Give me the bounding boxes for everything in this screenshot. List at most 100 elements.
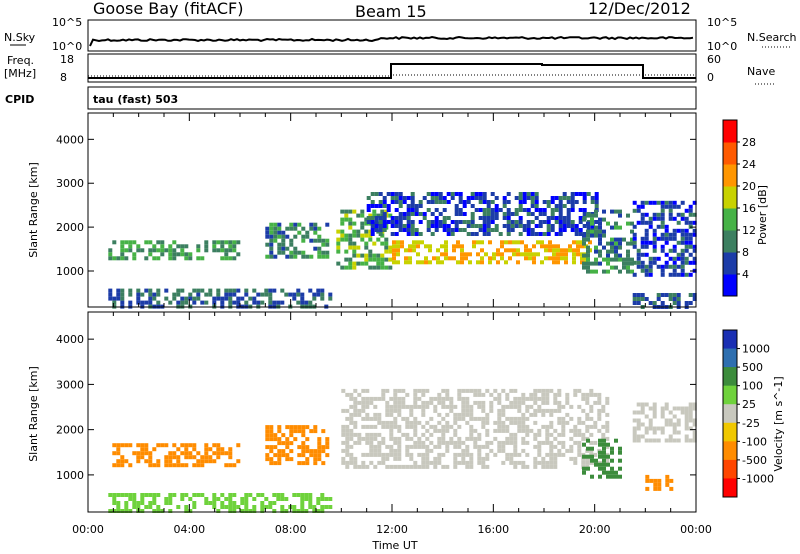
- power-cell: [340, 237, 345, 242]
- velocity-cell: [341, 424, 346, 429]
- power-cell: [462, 220, 467, 224]
- velocity-cell: [513, 440, 518, 445]
- power-cell: [594, 204, 599, 208]
- power-cell: [446, 216, 451, 220]
- velocity-cell: [684, 418, 689, 423]
- velocity-cell: [152, 501, 157, 505]
- velocity-cell: [312, 505, 317, 509]
- velocity-cell: [657, 486, 662, 491]
- velocity-cell: [501, 444, 506, 449]
- power-cell: [640, 212, 645, 217]
- power-cell: [422, 196, 427, 200]
- velocity-cell: [521, 420, 526, 425]
- velocity-cell: [692, 406, 697, 411]
- velocity-cell: [561, 444, 566, 449]
- power-cell: [676, 212, 681, 217]
- power-cell: [392, 244, 396, 249]
- power-cell: [426, 224, 431, 228]
- power-cell: [398, 220, 403, 224]
- velocity-cell: [252, 497, 257, 501]
- velocity-cell: [664, 418, 669, 423]
- velocity-cell: [320, 505, 325, 509]
- power-cell: [356, 213, 361, 218]
- power-cell: [168, 256, 173, 261]
- power-cell: [688, 204, 693, 209]
- power-cell: [598, 237, 602, 242]
- power-cell: [672, 256, 677, 261]
- power-cell: [372, 241, 377, 246]
- noise-right-tick-top: 10^5: [707, 16, 737, 29]
- power-cell: [644, 272, 649, 277]
- power-cell: [502, 216, 507, 220]
- velocity-cell: [573, 460, 578, 465]
- velocity-cell: [313, 425, 318, 430]
- power-cell: [380, 257, 385, 262]
- velocity-cell: [277, 437, 282, 442]
- power-cell: [293, 254, 298, 259]
- power-cell: [120, 256, 125, 261]
- velocity-cell: [365, 432, 370, 437]
- velocity-cell: [353, 456, 358, 461]
- velocity-cell: [192, 443, 197, 448]
- power-cell: [196, 296, 201, 301]
- power-cell: [448, 256, 452, 261]
- power-cell: [570, 228, 575, 232]
- velocity-cell: [553, 444, 558, 449]
- nave-tick-top: 60: [707, 53, 721, 66]
- velocity-cell: [469, 436, 474, 441]
- velocity-cell: [477, 388, 482, 393]
- velocity-cell: [585, 400, 590, 405]
- power-cell: [416, 252, 420, 257]
- velocity-cell: [497, 440, 502, 445]
- velocity-cell: [589, 440, 594, 445]
- velocity-cell: [525, 432, 530, 437]
- velocity-cell: [449, 440, 454, 445]
- velocity-cell: [441, 416, 446, 421]
- power-cell: [548, 256, 552, 261]
- velocity-cell: [545, 460, 550, 465]
- velocity-cell: [549, 444, 554, 449]
- velocity-cell: [192, 493, 197, 497]
- velocity-cell: [148, 459, 153, 464]
- power-cell: [618, 225, 622, 230]
- velocity-cell: [413, 460, 418, 465]
- velocity-cell: [593, 392, 598, 397]
- power-cell: [672, 272, 677, 277]
- power-cell: [297, 250, 302, 255]
- power-cell: [566, 196, 571, 200]
- power-cell: [398, 224, 403, 228]
- noise-left-tick-top: 10^5: [52, 16, 82, 29]
- velocity-cell: [168, 493, 173, 497]
- velocity-cell: [505, 452, 510, 457]
- velocity-cell: [573, 392, 578, 397]
- velocity-cell: [265, 457, 270, 462]
- velocity-cell: [425, 420, 430, 425]
- power-cell: [664, 232, 669, 237]
- power-cell: [172, 248, 177, 253]
- velocity-cell: [632, 430, 637, 435]
- power-cell: [442, 224, 447, 228]
- power-cell: [660, 244, 665, 249]
- power-cell: [317, 234, 322, 239]
- velocity-cell: [345, 444, 350, 449]
- velocity-cell: [353, 408, 358, 413]
- power-cell: [546, 232, 551, 236]
- power-cell: [388, 257, 393, 262]
- velocity-cell: [405, 392, 410, 397]
- velocity-cell: [485, 412, 490, 417]
- power-cell: [434, 208, 439, 212]
- power-cell: [460, 244, 464, 249]
- velocity-cell: [497, 400, 502, 405]
- power-cell: [321, 250, 326, 255]
- velocity-cell: [577, 404, 582, 409]
- power-cell: [558, 224, 563, 228]
- velocity-cell: [389, 436, 394, 441]
- velocity-cell: [128, 493, 133, 497]
- velocity-cell: [228, 455, 233, 460]
- power-cell: [598, 253, 602, 258]
- power-cell: [676, 252, 681, 257]
- power-cell: [546, 224, 551, 228]
- velocity-cell: [610, 474, 614, 479]
- power-cell: [606, 221, 610, 226]
- velocity-cell: [409, 412, 414, 417]
